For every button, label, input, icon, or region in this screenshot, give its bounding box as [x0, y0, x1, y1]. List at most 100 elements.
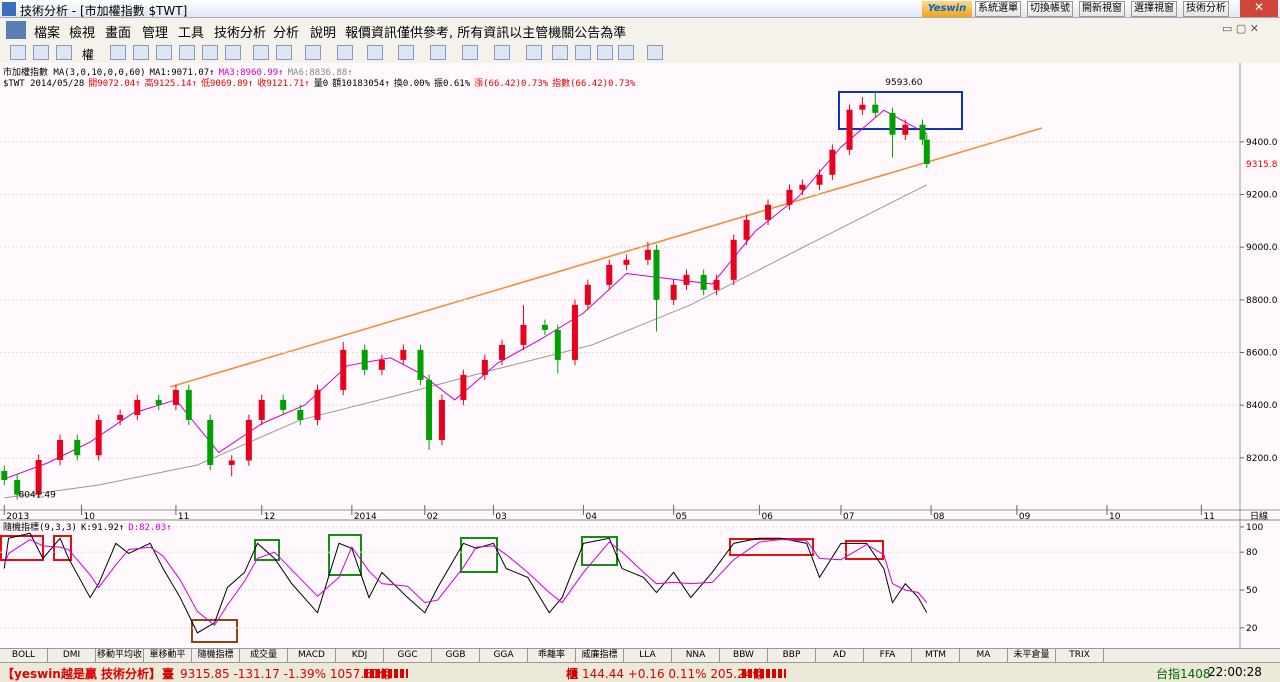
tool-icon[interactable] — [110, 45, 126, 60]
twse-label: 臺 — [162, 667, 175, 681]
header-item: $TWT 2014/05/28 — [3, 79, 85, 89]
candle-body — [1, 471, 8, 480]
indicator-tab[interactable]: TRIX — [1056, 649, 1104, 663]
tool-icon[interactable] — [398, 45, 414, 60]
toolbar: 權 — [0, 42, 1280, 64]
candle-body — [541, 324, 548, 330]
candle-body — [426, 379, 433, 440]
close-button[interactable]: ✕ — [1240, 0, 1278, 17]
tool-icon[interactable] — [597, 45, 613, 60]
tool-icon[interactable] — [526, 45, 542, 60]
window-button[interactable]: 系統選單 — [975, 1, 1021, 17]
indicator-tab[interactable]: KDJ — [336, 649, 384, 663]
indicator-tab[interactable]: FFA — [864, 649, 912, 663]
indicator-tab[interactable]: NNA — [672, 649, 720, 663]
header-item: K:91.92↑ — [80, 523, 125, 533]
window-button[interactable]: 技術分析 — [1183, 1, 1229, 17]
x-tick-label: 08 — [933, 512, 945, 522]
indicator-tab[interactable]: GGA — [480, 649, 528, 663]
indicator-tab[interactable]: 未平倉量 — [1008, 649, 1056, 663]
window-button[interactable]: 開新視窗 — [1079, 1, 1125, 17]
tool-icon[interactable] — [33, 45, 49, 60]
indicator-tab[interactable]: DMI — [48, 649, 96, 663]
x-tick-label: 10 — [84, 512, 96, 522]
tool-icon[interactable] — [618, 45, 634, 60]
tool-icon[interactable] — [552, 45, 568, 60]
rights-button[interactable]: 權 — [82, 48, 95, 62]
indicator-tab[interactable]: GGB — [432, 649, 480, 663]
indicator-tab[interactable]: AD — [816, 649, 864, 663]
indicator-tab[interactable]: MTM — [912, 649, 960, 663]
indicator-tab[interactable]: 威廉指標 — [576, 649, 624, 663]
candle-body — [786, 189, 793, 205]
candle-body — [670, 284, 677, 300]
indicator-tab[interactable]: MACD — [288, 649, 336, 663]
menu-item[interactable]: 說明 — [310, 26, 337, 41]
indicator-tab[interactable]: 隨機指標 — [192, 649, 240, 663]
menu-item[interactable]: 分析 — [273, 26, 300, 41]
futures: 台指1408 — [1156, 667, 1211, 681]
tool-icon[interactable] — [575, 45, 591, 60]
tool-icon[interactable] — [462, 45, 478, 60]
menu-bar: ▭ ▢ ✕ 檔案 檢視 畫面 管理 工具 技術分析 分析 說明 報價資訊僅供參考, 所有資訊以主… — [0, 18, 1280, 42]
menu-item[interactable]: 畫面 — [105, 26, 132, 41]
indicator-tab[interactable]: 成交量 — [240, 649, 288, 663]
tool-icon[interactable] — [133, 45, 149, 60]
tool-icon[interactable] — [225, 45, 241, 60]
menu-item[interactable]: 工具 — [178, 26, 205, 41]
candle-body — [829, 149, 836, 175]
tool-icon[interactable] — [56, 45, 72, 60]
menu-item[interactable]: 檢視 — [69, 26, 96, 41]
x-tick-label: 10 — [1109, 512, 1121, 522]
candle-body — [889, 112, 896, 135]
candle-body — [185, 389, 192, 420]
highlight-box — [838, 91, 963, 130]
y-tick-label: 9200.0 — [1246, 191, 1278, 201]
tool-icon[interactable] — [337, 45, 353, 60]
tool-icon[interactable] — [202, 45, 218, 60]
header-item: 額10183054↑ — [332, 79, 390, 89]
candle-body — [653, 249, 660, 300]
x-tick-label: 03 — [495, 512, 506, 522]
menu-item[interactable]: 報價資訊僅供參考, 所有資訊以主管機關公告為準 — [345, 26, 627, 41]
candle-body — [155, 399, 162, 405]
brand-logo[interactable]: Yeswin — [922, 1, 972, 17]
window-button[interactable]: 切換帳號 — [1027, 1, 1073, 17]
indicator-tab[interactable]: BBW — [720, 649, 768, 663]
indicator-tab[interactable]: LLA — [624, 649, 672, 663]
mdi-controls[interactable]: ▭ ▢ ✕ — [1222, 22, 1259, 35]
candle-body — [438, 399, 445, 440]
tool-icon[interactable] — [179, 45, 195, 60]
tool-icon[interactable] — [647, 45, 663, 60]
indicator-tab[interactable]: GGC — [384, 649, 432, 663]
menu-item[interactable]: 技術分析 — [214, 26, 267, 41]
y-tick-label: 8600.0 — [1246, 349, 1278, 359]
tool-icon[interactable] — [367, 45, 383, 60]
tool-icon[interactable] — [494, 45, 510, 60]
tool-icon[interactable] — [10, 45, 26, 60]
tool-icon[interactable] — [305, 45, 321, 60]
candle-body — [571, 304, 578, 360]
tool-icon[interactable] — [430, 45, 446, 60]
window-button[interactable]: 選擇視窗 — [1131, 1, 1177, 17]
indicator-tab[interactable]: 單移動平 — [144, 649, 192, 663]
tool-icon[interactable] — [156, 45, 172, 60]
indicator-tab[interactable]: MA — [960, 649, 1008, 663]
candle-body — [902, 124, 909, 135]
menu-item[interactable]: 檔案 — [34, 26, 61, 41]
candle-body — [730, 239, 737, 280]
header-line: 隨機指標(9,3,3) K:91.92↑ D:82.03↑ — [3, 520, 176, 533]
candle-body — [74, 439, 81, 456]
candle-body — [846, 109, 853, 150]
x-tick-label: 11 — [178, 512, 189, 522]
header-item: 低9069.89↑ — [201, 79, 254, 89]
tool-icon[interactable] — [253, 45, 269, 60]
indicator-tab[interactable]: BOLL — [0, 649, 48, 663]
indicator-tab[interactable]: BBP — [768, 649, 816, 663]
indicator-tab[interactable]: 乖離率 — [528, 649, 576, 663]
tool-icon[interactable] — [276, 45, 292, 60]
indicator-tab[interactable]: 移動平均收斂 — [96, 649, 144, 673]
menu-item[interactable]: 管理 — [142, 26, 169, 41]
y-tick-label: 8200.0 — [1246, 454, 1278, 464]
candle-body — [700, 274, 707, 290]
